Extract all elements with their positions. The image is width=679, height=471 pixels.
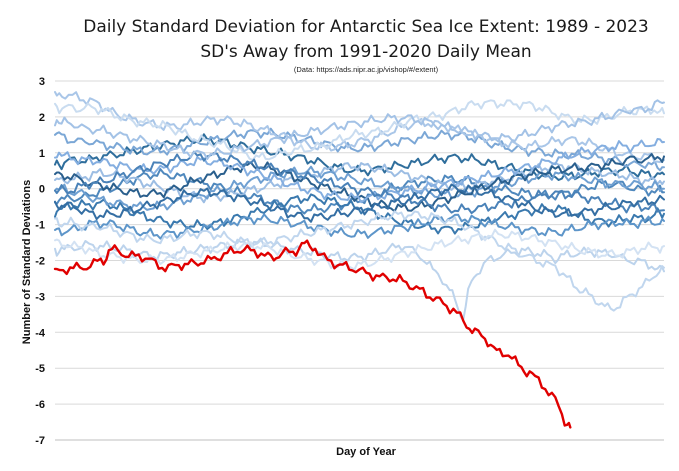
y-tick-label: -5 xyxy=(35,363,45,375)
y-axis-label: Number of Standard Deviations xyxy=(21,180,33,344)
y-tick-label: 3 xyxy=(39,76,45,88)
gridlines xyxy=(55,80,664,441)
series-line-highlight xyxy=(53,239,572,429)
series-line xyxy=(54,161,665,204)
series-line xyxy=(54,183,665,223)
x-axis-label: Day of Year xyxy=(336,446,396,458)
y-tick-label: -2 xyxy=(35,256,45,268)
series-line xyxy=(54,150,665,215)
series-line xyxy=(54,193,665,235)
series-line xyxy=(54,91,665,164)
chart-source-note: (Data: https://ads.nipr.ac.jp/vishop/#/e… xyxy=(294,65,439,74)
y-tick-label: -7 xyxy=(35,435,45,447)
series-line xyxy=(54,138,665,204)
chart-title: Daily Standard Deviation for Antarctic S… xyxy=(83,17,649,37)
y-tick-label: -4 xyxy=(35,327,46,339)
y-tick-label: -6 xyxy=(35,399,45,411)
y-tick-label: -1 xyxy=(35,220,45,232)
y-tick-label: 2 xyxy=(39,112,45,124)
series-line xyxy=(54,168,665,215)
y-tick-label: 1 xyxy=(39,148,45,160)
series-line xyxy=(54,99,665,160)
series-line xyxy=(54,99,665,162)
y-tick-label: 0 xyxy=(39,184,45,196)
y-tick-label: -3 xyxy=(35,291,45,303)
series-line xyxy=(54,153,665,213)
series-line xyxy=(54,213,665,240)
y-tick-labels: 3 2 1 0 -1 -2 -3 -4 -5 -6 -7 xyxy=(35,76,46,447)
chart-subtitle: SD's Away from 1991-2020 Daily Mean xyxy=(200,42,531,62)
series-line xyxy=(54,210,665,312)
series-lines xyxy=(53,91,665,429)
